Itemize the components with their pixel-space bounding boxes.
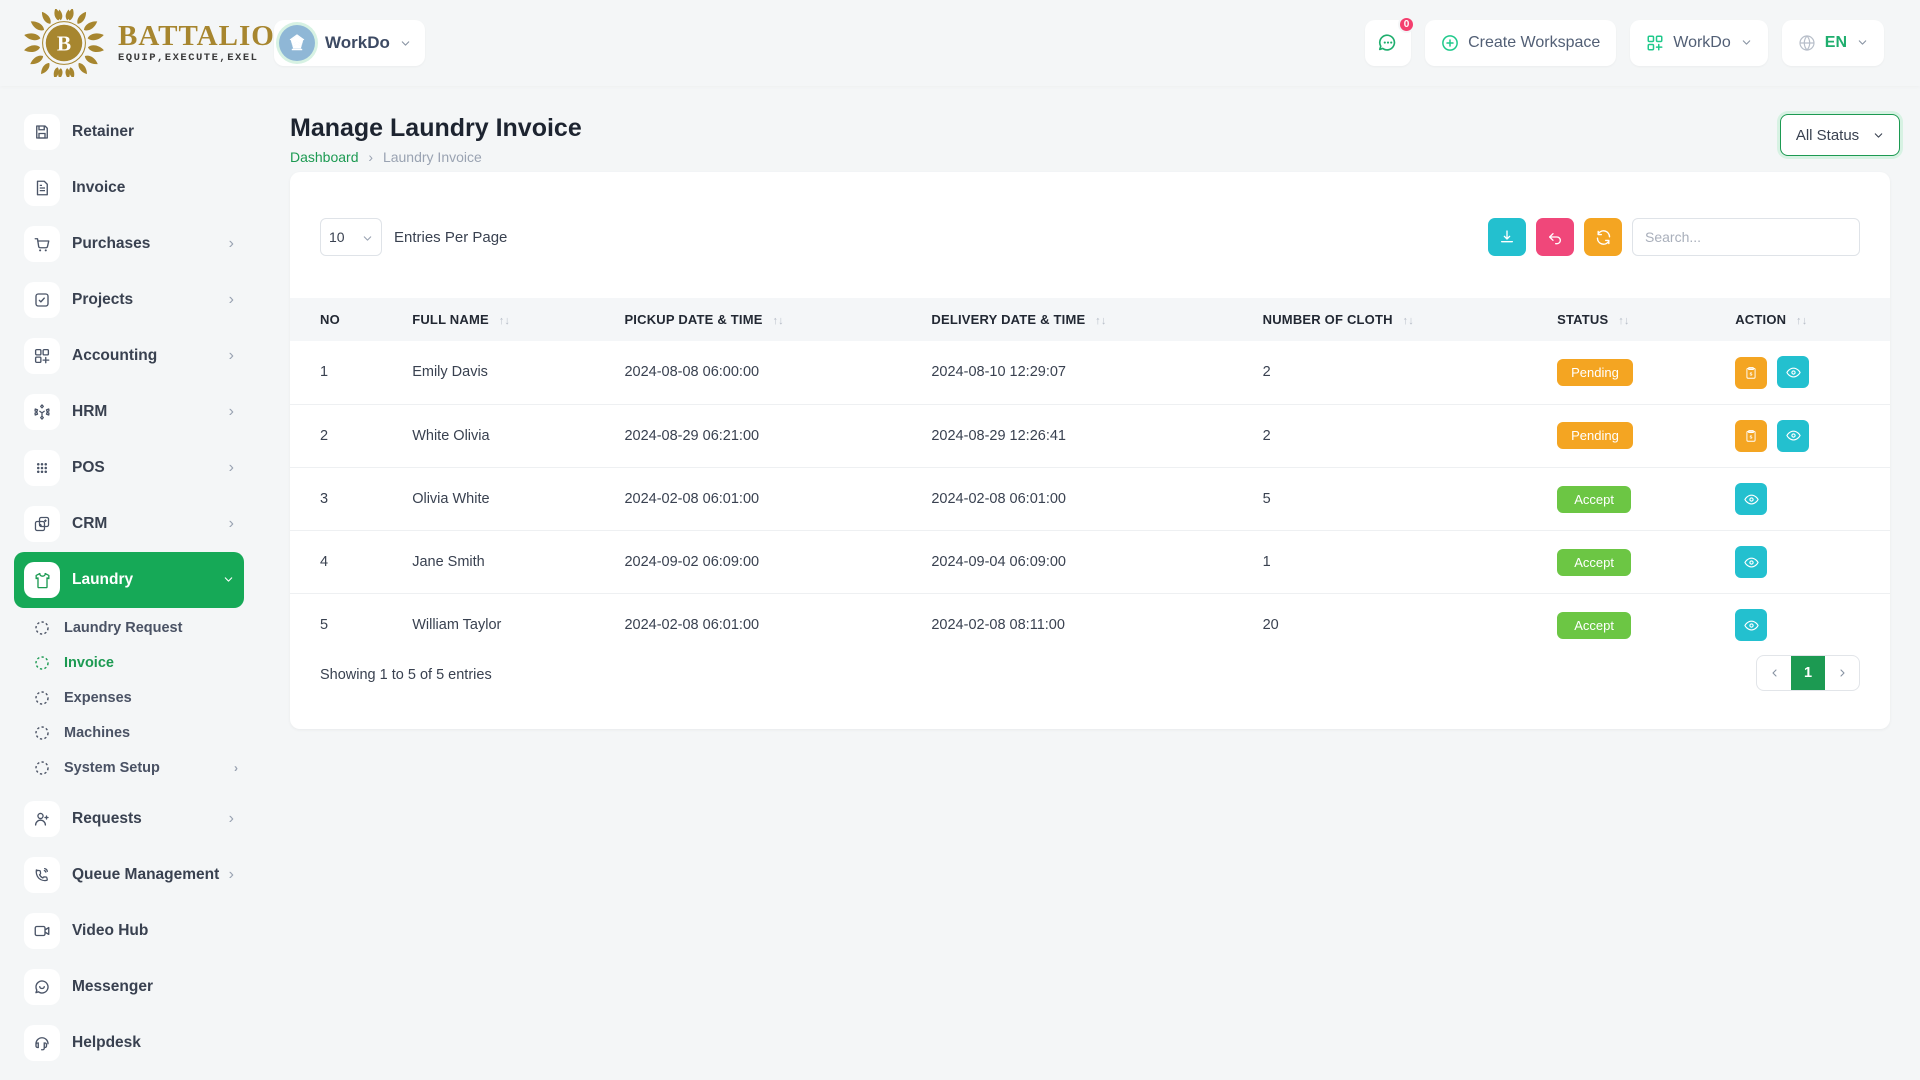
svg-text:$: $ — [1750, 371, 1753, 377]
svg-text:$: $ — [1750, 434, 1753, 440]
svg-text:B: B — [57, 32, 71, 56]
